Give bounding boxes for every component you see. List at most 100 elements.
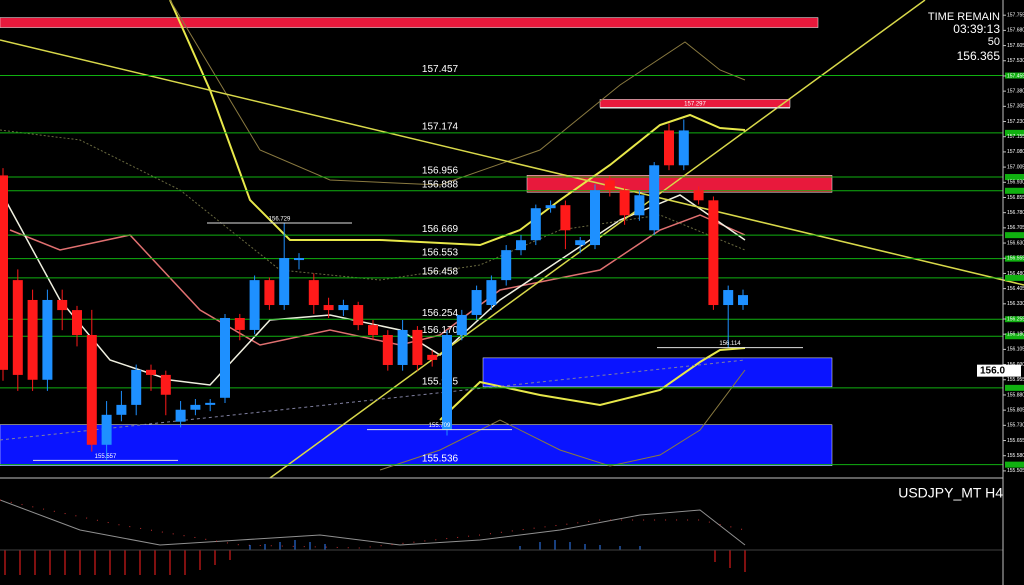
candle-body: [575, 240, 586, 246]
candle-body: [649, 165, 660, 231]
y-tick-label: 157.605: [1007, 43, 1024, 49]
candle-body: [353, 305, 364, 326]
candle-body: [664, 130, 674, 166]
zone: [0, 424, 833, 466]
y-tick-label: 157.080: [1007, 149, 1024, 155]
y-tick-label: 155.730: [1007, 423, 1024, 429]
candle-body: [412, 329, 423, 365]
y-tick-label: 157.755: [1007, 13, 1024, 19]
y-tick-label: 155.505: [1007, 468, 1024, 474]
level-tag: [1005, 232, 1024, 239]
y-tick-label: 155.880: [1007, 392, 1024, 398]
level-label: 155.915: [422, 377, 459, 388]
candle-body: [368, 325, 378, 336]
y-tick-label: 157.005: [1007, 164, 1024, 170]
candle-body: [42, 299, 53, 380]
timer-title: TIME REMAIN: [928, 11, 1000, 23]
candle-body: [442, 335, 452, 430]
y-tick-label: 155.805: [1007, 407, 1024, 413]
y-tick-label: 155.955: [1007, 377, 1024, 383]
trendline: [0, 359, 746, 441]
note-label: 156.114: [719, 341, 741, 347]
y-tick-label: 156.630: [1007, 240, 1024, 246]
price-badge-label: 156.0: [980, 365, 1005, 376]
candle-body: [723, 290, 734, 306]
y-tick-label: 157.305: [1007, 104, 1024, 110]
candle-body: [0, 175, 8, 370]
candle-body: [678, 130, 689, 166]
zone: [526, 175, 833, 193]
note-label: 155.557: [95, 454, 117, 460]
candle-body: [131, 369, 142, 405]
oscillator-histogram: [4, 550, 746, 575]
timer-seconds: 50: [988, 36, 1000, 48]
candle-body: [308, 280, 319, 306]
y-tick-label: 157.155: [1007, 134, 1024, 140]
candle-body: [294, 258, 304, 261]
candle-body: [249, 280, 260, 330]
candle-body: [57, 299, 68, 311]
zone: [0, 17, 819, 28]
candle-body: [486, 280, 497, 306]
candle-body: [738, 295, 748, 306]
y-tick-label: 156.255: [1007, 316, 1024, 322]
y-tick-label: 156.705: [1007, 225, 1024, 231]
candle-body: [427, 354, 438, 360]
level-tag: [1005, 187, 1024, 194]
level-tag: [1005, 129, 1024, 136]
candle-body: [175, 409, 186, 422]
candle-body: [12, 280, 23, 375]
candle-body: [323, 305, 334, 311]
oscillator-line: [0, 499, 746, 546]
y-tick-label: 157.530: [1007, 58, 1024, 64]
band: [169, 0, 746, 186]
candle-body: [634, 195, 645, 216]
zone: [599, 99, 791, 108]
y-tick-label: 156.105: [1007, 347, 1024, 353]
y-tick-label: 155.580: [1007, 453, 1024, 459]
candle-body: [279, 258, 290, 306]
level-tag: [1005, 255, 1024, 262]
level-label: 156.553: [422, 247, 459, 258]
moving-average: [439, 347, 746, 421]
level-label: 156.170: [422, 325, 459, 336]
candle-body: [190, 404, 201, 410]
symbol-label: USDJPY_MT H4: [898, 485, 1003, 501]
candle-body: [160, 374, 171, 395]
candle-body: [604, 180, 615, 191]
level-label: 157.174: [422, 122, 459, 133]
y-tick-label: 157.380: [1007, 88, 1024, 94]
timer-price: 156.365: [957, 49, 1001, 63]
level-tag: [1005, 333, 1024, 340]
y-tick-label: 156.480: [1007, 271, 1024, 277]
level-label: 155.536: [422, 453, 459, 464]
y-tick-label: 156.405: [1007, 286, 1024, 292]
level-tag: [1005, 72, 1024, 79]
level-tag: [1005, 174, 1024, 181]
level-tag: [1005, 384, 1024, 391]
y-tick-label: 156.555: [1007, 256, 1024, 262]
candle-body: [545, 205, 556, 209]
candle-body: [146, 369, 156, 375]
level-label: 156.254: [422, 308, 459, 319]
moving-average: [0, 189, 746, 386]
note-label: 157.297: [684, 102, 706, 108]
candle-body: [101, 414, 112, 445]
level-label: 156.888: [422, 179, 459, 190]
price-badge: [977, 364, 1021, 377]
candle-body: [86, 335, 97, 445]
candle-body: [456, 314, 467, 336]
y-tick-label: 156.180: [1007, 332, 1024, 338]
timer-time: 03:39:13: [953, 22, 1000, 36]
candle-body: [471, 290, 482, 315]
candle-body: [72, 310, 82, 336]
candle-body: [619, 190, 630, 216]
candle-body: [560, 205, 571, 231]
candle-body: [397, 329, 408, 365]
level-tag: [1005, 461, 1024, 468]
moving-average: [169, 0, 746, 247]
candle-body: [264, 280, 275, 306]
y-tick-label: 155.655: [1007, 438, 1024, 444]
candle-body: [234, 317, 245, 330]
